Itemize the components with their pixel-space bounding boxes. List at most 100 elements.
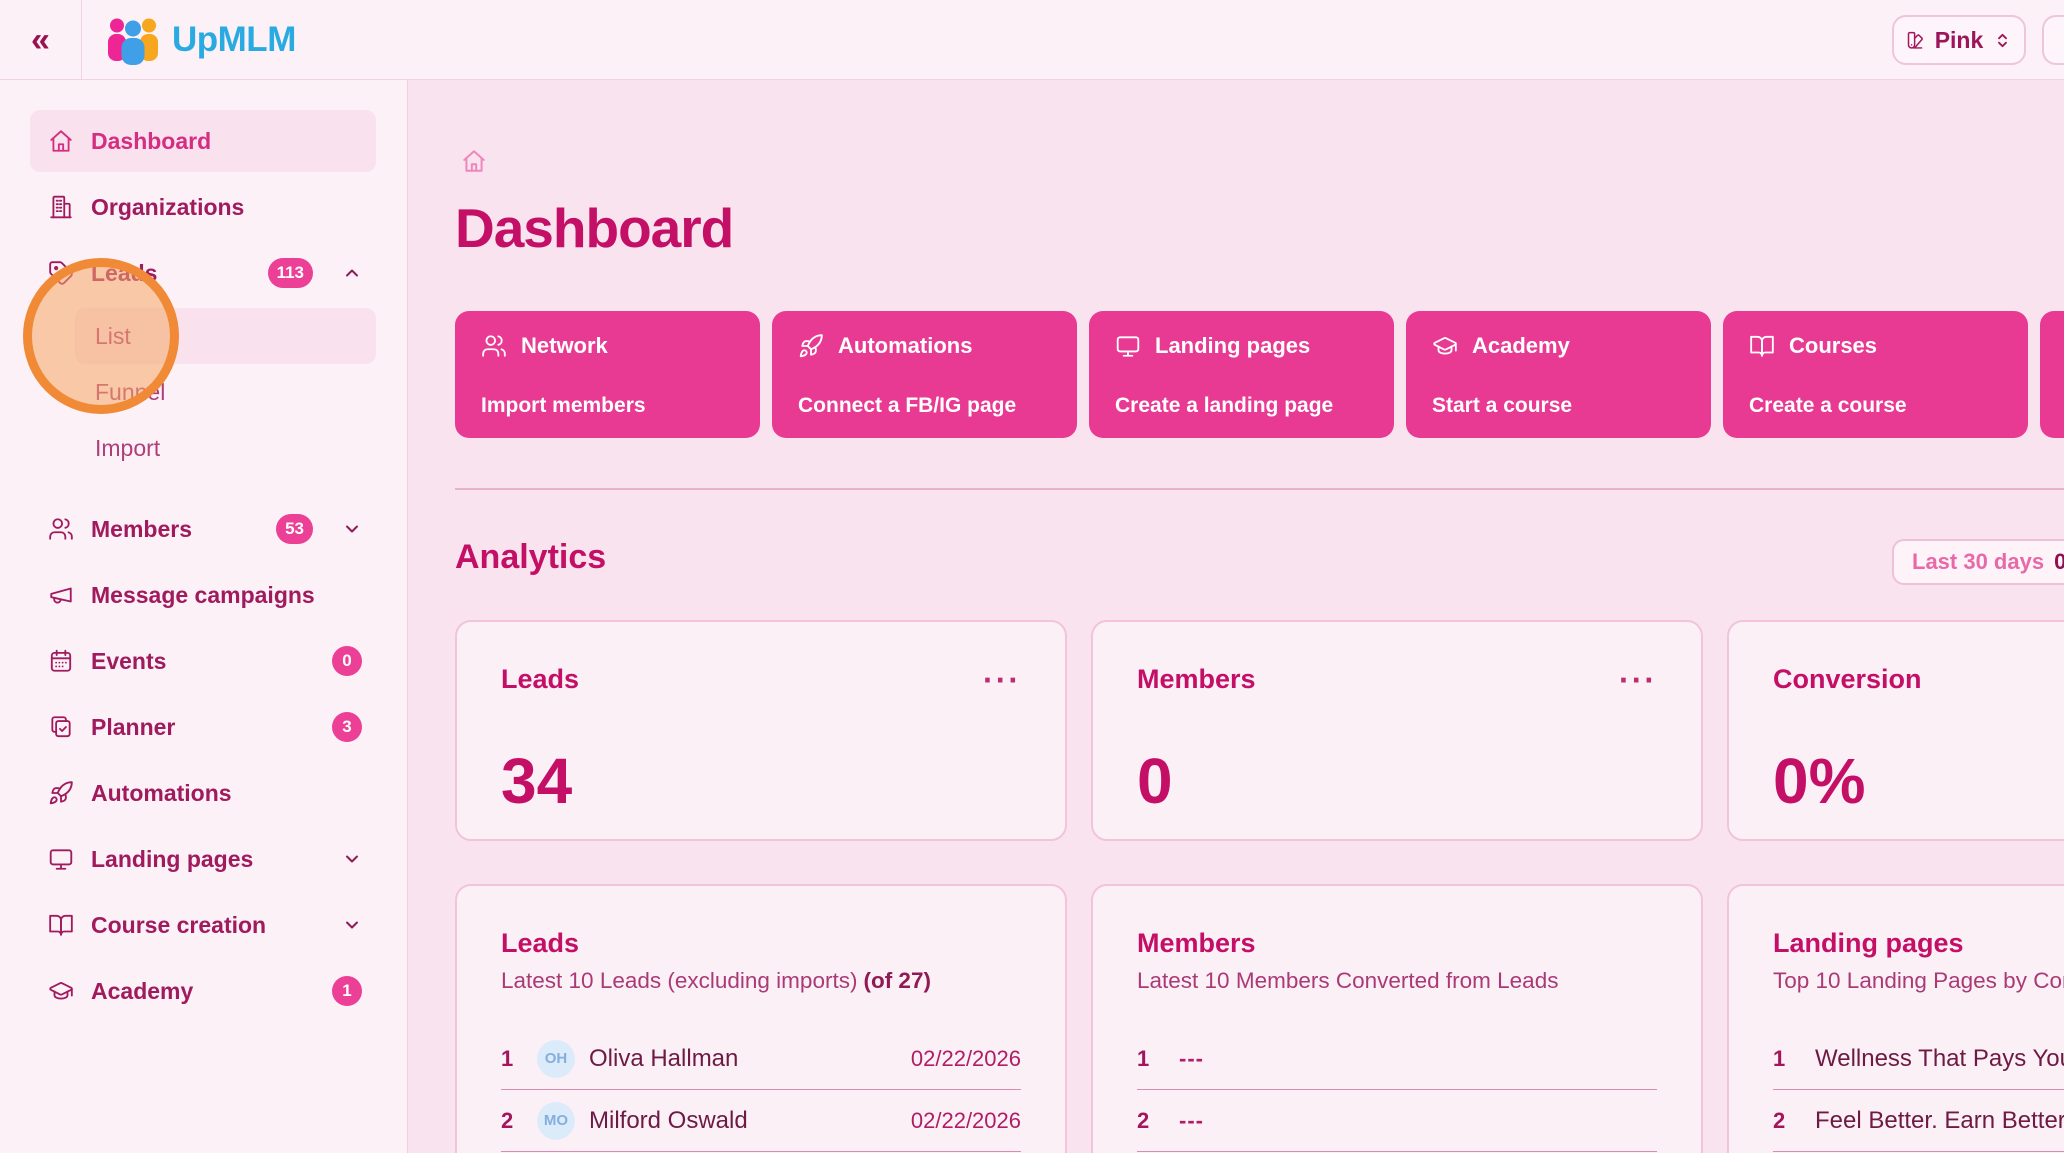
sidebar-item-message-campaigns[interactable]: Message campaigns xyxy=(30,564,376,626)
sidebar-item-label: Landing pages xyxy=(91,845,254,872)
quick-action-subtitle: Create a course xyxy=(1749,394,1907,417)
row-rank: 1 xyxy=(1773,1045,1786,1071)
rocket-icon xyxy=(48,780,74,806)
leads-count-badge: 113 xyxy=(267,258,313,288)
building-icon xyxy=(48,194,74,220)
lead-date: 02/22/2026 xyxy=(910,1107,1021,1133)
brand-name: UpMLM xyxy=(172,19,296,59)
sidebar-item-label: Message campaigns xyxy=(91,581,315,608)
row-rank: 2 xyxy=(1773,1107,1786,1133)
avatar: MO xyxy=(537,1101,575,1140)
quick-action-subtitle: Connect a FB/IG page xyxy=(798,394,1017,417)
rocket-icon xyxy=(798,333,824,359)
sidebar-item-landing-pages[interactable]: Landing pages xyxy=(30,828,376,890)
table-row[interactable]: 1 --- xyxy=(1137,1028,1657,1090)
topbar-edge-button-partial[interactable] xyxy=(2042,15,2064,65)
quick-action-title: Academy xyxy=(1472,333,1570,358)
landing-pages-rows: 1 Wellness That Pays You Back 2 Feel Bet… xyxy=(1773,1028,2064,1152)
events-count-badge: 0 xyxy=(332,646,362,676)
date-range-filter[interactable]: Last 30 days 01/2 xyxy=(1892,539,2064,585)
sidebar-item-automations[interactable]: Automations xyxy=(30,762,376,824)
members-rows: 1 --- 2 --- xyxy=(1137,1028,1657,1152)
double-chevron-left-icon: « xyxy=(31,20,50,59)
ellipsis-menu-icon[interactable]: ··· xyxy=(983,662,1021,698)
table-row[interactable]: 2 --- xyxy=(1137,1090,1657,1152)
landing-page-name: Wellness That Pays You Back xyxy=(1815,1044,2064,1072)
list-card-title: Leads xyxy=(501,928,580,958)
chevron-down-icon xyxy=(342,849,362,869)
sidebar-item-dashboard[interactable]: Dashboard xyxy=(30,110,376,172)
sidebar-item-label: Automations xyxy=(91,779,232,806)
sidebar: Dashboard Organizations Leads 113 List F… xyxy=(0,80,408,1153)
row-rank: 1 xyxy=(1137,1045,1150,1071)
clipboard-check-icon xyxy=(48,714,74,740)
stat-card-value: 0% xyxy=(1773,745,1866,817)
table-row[interactable]: 1 Wellness That Pays You Back xyxy=(1773,1028,2064,1090)
quick-action-title: Network xyxy=(521,333,608,358)
quick-action-automations[interactable]: Automations Connect a FB/IG page xyxy=(772,311,1077,438)
breadcrumb-home-icon[interactable] xyxy=(461,148,487,174)
chevron-up-down-icon xyxy=(1992,30,2013,51)
calendar-icon xyxy=(48,648,74,674)
sidebar-item-label: Events xyxy=(91,647,167,674)
quick-action-card-partial[interactable] xyxy=(2040,311,2064,438)
sidebar-item-label: Course creation xyxy=(91,911,267,938)
sidebar-item-events[interactable]: Events 0 xyxy=(30,630,376,692)
list-card-subtitle: Top 10 Landing Pages by Conversion xyxy=(1773,968,2064,993)
quick-action-landing-pages[interactable]: Landing pages Create a landing page xyxy=(1089,311,1394,438)
list-card-landing-pages: Landing pages Top 10 Landing Pages by Co… xyxy=(1727,884,2064,1153)
sidebar-collapse-button[interactable]: « xyxy=(0,0,82,79)
stat-card-value: 34 xyxy=(501,745,573,817)
sidebar-item-label: Leads xyxy=(91,259,158,286)
list-card-leads: Leads Latest 10 Leads (excluding imports… xyxy=(455,884,1067,1153)
swatch-book-icon xyxy=(1905,30,1926,51)
sidebar-item-organizations[interactable]: Organizations xyxy=(30,176,376,238)
quick-action-subtitle: Start a course xyxy=(1432,394,1573,417)
sidebar-item-academy[interactable]: Academy 1 xyxy=(30,960,376,1022)
graduation-cap-icon xyxy=(48,978,74,1004)
sidebar-item-leads[interactable]: Leads 113 xyxy=(30,242,376,304)
subtitle-count: (of 27) xyxy=(863,968,931,993)
ellipsis-menu-icon[interactable]: ··· xyxy=(1619,662,1657,698)
sidebar-subitem-funnel[interactable]: Funnel xyxy=(75,364,376,420)
stat-card-title: Conversion xyxy=(1773,664,1922,694)
sidebar-item-planner[interactable]: Planner 3 xyxy=(30,696,376,758)
people-logo-icon xyxy=(108,18,158,65)
monitor-icon xyxy=(48,846,74,872)
quick-action-subtitle: Import members xyxy=(481,394,646,417)
lead-name: Milford Oswald xyxy=(589,1106,748,1134)
sidebar-subitem-import[interactable]: Import xyxy=(75,420,376,476)
table-row[interactable]: 2 MO Milford Oswald 02/22/2026 xyxy=(501,1090,1021,1152)
sidebar-subitem-label: Funnel xyxy=(95,378,166,405)
chevron-up-icon xyxy=(342,263,362,283)
quick-action-courses[interactable]: Courses Create a course xyxy=(1723,311,2028,438)
chevron-down-icon xyxy=(342,915,362,935)
empty-value: --- xyxy=(1179,1107,1204,1133)
sidebar-item-course-creation[interactable]: Course creation xyxy=(30,894,376,956)
users-icon xyxy=(48,516,74,542)
lead-name: Oliva Hallman xyxy=(589,1044,739,1072)
chevron-down-icon xyxy=(342,519,362,539)
theme-select-button[interactable]: Pink xyxy=(1892,15,2026,65)
sidebar-subitem-list[interactable]: List xyxy=(75,308,376,364)
date-range-label: Last 30 days xyxy=(1912,549,2045,574)
table-row[interactable]: 2 Feel Better. Earn Better. xyxy=(1773,1090,2064,1152)
list-card-subtitle: Latest 10 Members Converted from Leads xyxy=(1137,968,1559,993)
brand-logo[interactable]: UpMLM xyxy=(104,0,296,79)
lead-date: 02/22/2026 xyxy=(910,1045,1021,1071)
empty-value: --- xyxy=(1179,1045,1204,1071)
table-row[interactable]: 1 OH Oliva Hallman 02/22/2026 xyxy=(501,1028,1021,1090)
academy-count-badge: 1 xyxy=(332,976,362,1006)
quick-action-network[interactable]: Network Import members xyxy=(455,311,760,438)
topbar: « UpMLM Pink xyxy=(0,0,2064,80)
planner-count-badge: 3 xyxy=(332,712,362,742)
quick-action-title: Courses xyxy=(1789,333,1878,358)
sidebar-spacer xyxy=(0,476,407,498)
sidebar-item-label: Dashboard xyxy=(91,127,212,154)
book-open-icon xyxy=(48,912,74,938)
list-card-title: Members xyxy=(1137,928,1256,958)
quick-action-academy[interactable]: Academy Start a course xyxy=(1406,311,1711,438)
subtitle-text: Latest 10 Leads (excluding imports) xyxy=(501,968,858,993)
row-rank: 1 xyxy=(501,1045,514,1071)
sidebar-item-members[interactable]: Members 53 xyxy=(30,498,376,560)
